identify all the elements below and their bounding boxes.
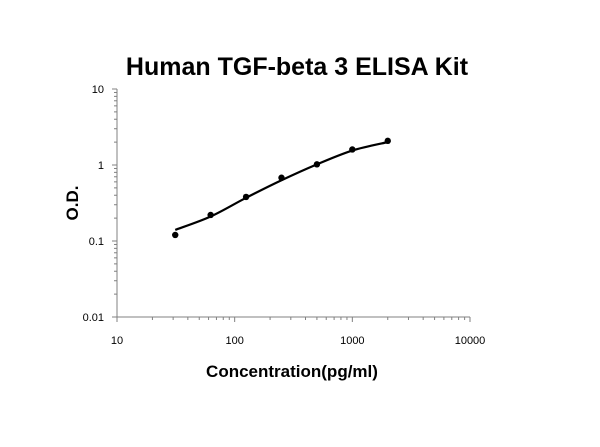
x-tick-label: 100 (225, 335, 243, 347)
x-axis-label: Concentration(pg/ml) (206, 362, 378, 381)
data-point (384, 137, 391, 145)
axis-tick-labels: 0.01 0.1 1 10 10 100 1000 10000 (83, 84, 486, 347)
fit-curve-line (174, 141, 389, 231)
data-point (313, 161, 321, 168)
data-point (349, 146, 356, 153)
x-tick-label: 10 (111, 335, 123, 347)
y-tick-label: 0.1 (89, 236, 104, 248)
plot-axes (116, 89, 470, 318)
axis-ticks (112, 88, 471, 322)
data-point (242, 193, 250, 201)
x-tick-label: 10000 (455, 335, 486, 347)
x-tick-label: 1000 (340, 335, 364, 347)
y-axis-label: O.D. (63, 186, 82, 221)
data-points (172, 137, 391, 239)
data-point (207, 211, 214, 219)
data-point (278, 174, 285, 181)
y-tick-label: 0.01 (83, 312, 104, 324)
y-tick-label: 10 (92, 84, 104, 96)
chart-title: Human TGF-beta 3 ELISA Kit (126, 53, 469, 81)
y-tick-label: 1 (98, 160, 104, 172)
data-point (172, 231, 179, 239)
